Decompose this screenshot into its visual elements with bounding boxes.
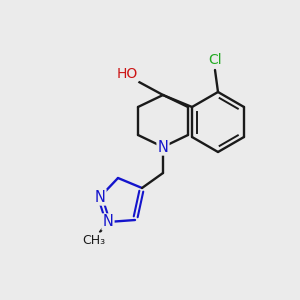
Text: N: N <box>158 140 168 154</box>
Text: N: N <box>94 190 105 205</box>
Text: CH₃: CH₃ <box>82 233 106 247</box>
Text: Cl: Cl <box>208 53 222 67</box>
Text: N: N <box>103 214 113 230</box>
Text: HO: HO <box>116 67 138 81</box>
